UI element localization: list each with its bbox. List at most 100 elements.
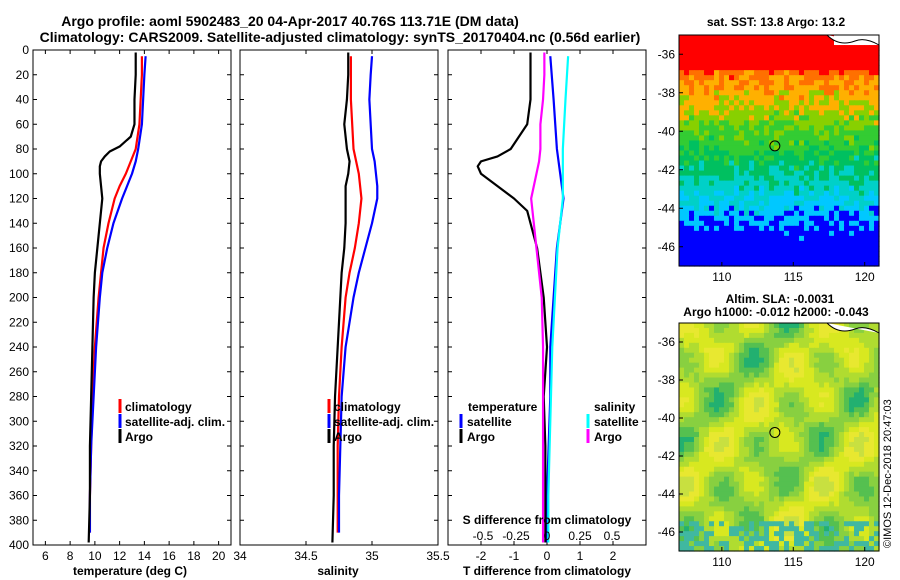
map-cell: [759, 65, 765, 71]
map-cell: [694, 205, 700, 212]
series-line-climatology: [336, 56, 363, 533]
map-cell: [849, 367, 855, 374]
sla-map-field: [679, 322, 880, 552]
map-cell: [834, 125, 840, 132]
map-cell: [789, 190, 795, 197]
map-cell: [834, 491, 840, 498]
map-cell: [859, 372, 865, 379]
map-cell: [869, 155, 875, 162]
map-cell: [724, 105, 730, 111]
map-cell: [794, 362, 800, 369]
map-cell: [779, 235, 785, 242]
map-cell: [689, 145, 695, 152]
map-cell: [799, 235, 805, 242]
map-cell: [774, 476, 780, 483]
x-tick-label: 2: [610, 549, 617, 563]
map-cell: [684, 230, 690, 237]
map-cell: [844, 160, 850, 167]
map-cell: [844, 115, 850, 121]
map-cell: [839, 150, 845, 157]
map-cell: [699, 541, 705, 547]
map-cell: [809, 145, 815, 152]
map-cell: [864, 145, 870, 152]
map-cell: [819, 160, 825, 167]
map-cell: [764, 332, 770, 339]
map-cell: [824, 210, 830, 217]
map-cell: [684, 362, 690, 369]
map-cell: [714, 95, 720, 101]
map-cell: [749, 441, 755, 448]
map-cell: [734, 432, 740, 438]
map-cell: [809, 195, 815, 202]
map-cell: [849, 476, 855, 483]
map-cell: [799, 150, 805, 157]
map-cell: [719, 536, 725, 542]
map-cell: [874, 115, 880, 121]
map-cell: [809, 327, 815, 334]
map-cell: [744, 100, 750, 106]
map-cell: [794, 150, 800, 157]
map-cell: [844, 362, 850, 369]
map-cell: [684, 347, 690, 354]
map-cell: [804, 245, 810, 252]
map-cell: [759, 461, 765, 468]
map-cell: [794, 506, 800, 512]
map-cell: [829, 441, 835, 448]
map-cell: [739, 230, 745, 237]
map-cell: [789, 496, 795, 503]
map-cell: [754, 160, 760, 167]
map-cell: [784, 250, 790, 257]
map-cell: [739, 352, 745, 359]
map-cell: [779, 486, 785, 493]
map-cell: [729, 372, 735, 379]
map-cell: [759, 352, 765, 359]
map-cell: [784, 230, 790, 237]
map-cell: [804, 230, 810, 237]
map-cell: [689, 230, 695, 237]
map-cell: [754, 501, 760, 507]
map-cell: [814, 175, 820, 182]
map-cell: [719, 230, 725, 237]
map-cell: [694, 70, 700, 76]
map-cell: [794, 342, 800, 349]
map-cell: [729, 491, 735, 498]
map-cell: [759, 546, 765, 552]
map-cell: [789, 165, 795, 172]
map-cell: [789, 160, 795, 167]
map-cell: [684, 536, 690, 542]
map-cell: [804, 240, 810, 247]
map-cell: [709, 526, 715, 532]
map-cell: [709, 180, 715, 187]
map-cell: [699, 200, 705, 207]
map-cell: [709, 412, 715, 418]
map-cell: [764, 347, 770, 354]
map-cell: [789, 110, 795, 116]
map-cell: [869, 392, 875, 398]
map-cell: [724, 65, 730, 71]
map-cell: [824, 481, 830, 488]
map-cell: [749, 397, 755, 403]
map-cell: [769, 332, 775, 339]
map-cell: [759, 175, 765, 182]
map-cell: [699, 422, 705, 428]
map-cell: [864, 165, 870, 172]
map-cell: [789, 402, 795, 408]
map-cell: [724, 135, 730, 142]
map-cell: [694, 466, 700, 473]
map-cell: [839, 200, 845, 207]
map-cell: [854, 466, 860, 473]
map-cell: [749, 437, 755, 443]
map-cell: [764, 220, 770, 227]
map-cell: [769, 461, 775, 468]
map-cell: [759, 422, 765, 428]
map-cell: [779, 100, 785, 106]
map-cell: [794, 200, 800, 207]
map-cell: [759, 412, 765, 418]
map-cell: [694, 100, 700, 106]
map-cell: [734, 150, 740, 157]
map-cell: [679, 342, 685, 349]
map-cell: [684, 255, 690, 262]
map-cell: [834, 546, 840, 552]
map-cell: [744, 50, 750, 56]
map-cell: [759, 55, 765, 61]
